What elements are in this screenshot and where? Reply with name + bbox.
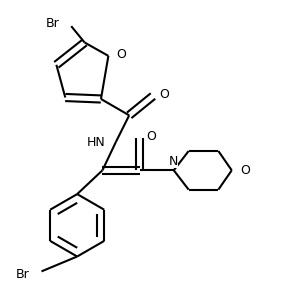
Text: O: O: [117, 48, 127, 61]
Text: Br: Br: [16, 268, 30, 281]
Text: HN: HN: [87, 136, 105, 149]
Text: O: O: [146, 130, 156, 143]
Text: O: O: [241, 164, 250, 177]
Text: O: O: [160, 88, 170, 101]
Text: N: N: [169, 155, 178, 168]
Text: Br: Br: [46, 17, 59, 30]
